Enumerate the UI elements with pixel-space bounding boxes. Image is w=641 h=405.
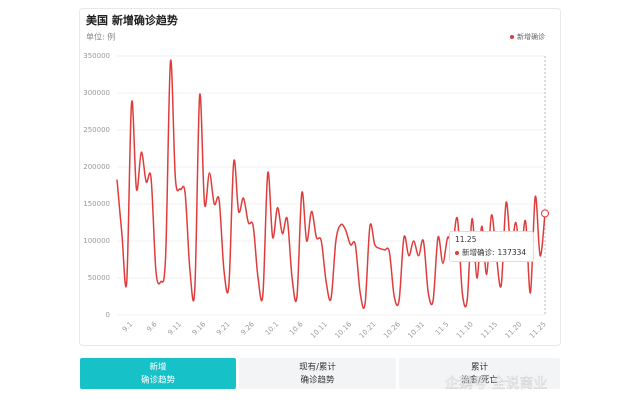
y-tick-label: 250000 <box>83 126 110 134</box>
legend-marker <box>510 35 514 39</box>
y-tick-label: 50000 <box>88 274 110 282</box>
tooltip-label: 新增确诊: <box>462 247 495 257</box>
y-tick-label: 150000 <box>83 200 110 208</box>
y-tick-label: 350000 <box>83 52 110 60</box>
tab-label: 确诊趋势 <box>141 375 176 386</box>
tab-label: 现有/累计 <box>299 362 336 373</box>
tab[interactable] <box>399 358 560 389</box>
tooltip-text: 新增确诊: 137334 <box>462 247 526 257</box>
legend-label: 新增确诊 <box>517 32 545 41</box>
y-tick-label: 0 <box>106 311 110 319</box>
tooltip-value: 137334 <box>498 248 527 257</box>
tab[interactable] <box>239 358 396 389</box>
chart-title: 美国 新增确诊趋势 <box>86 13 178 27</box>
y-tick-label: 300000 <box>83 89 110 97</box>
tab-label: 治愈/死亡 <box>461 375 498 386</box>
tab[interactable] <box>80 358 236 389</box>
unit-label: 单位: 例 <box>86 32 115 42</box>
tooltip: 11.25 新增确诊: 137334 <box>449 231 534 262</box>
tooltip-marker <box>455 251 459 255</box>
y-tick-label: 200000 <box>83 163 110 171</box>
watermark: 企鹅号 全说商业 <box>445 375 547 392</box>
series-line <box>116 59 546 309</box>
hover-point <box>541 209 549 218</box>
tab-label: 确诊趋势 <box>300 375 335 386</box>
tooltip-box <box>449 231 534 262</box>
y-tick-label: 100000 <box>83 237 110 245</box>
tab-label: 新增 <box>149 362 166 373</box>
tab-label: 累计 <box>471 362 489 373</box>
tooltip-title: 11.25 <box>455 235 477 244</box>
